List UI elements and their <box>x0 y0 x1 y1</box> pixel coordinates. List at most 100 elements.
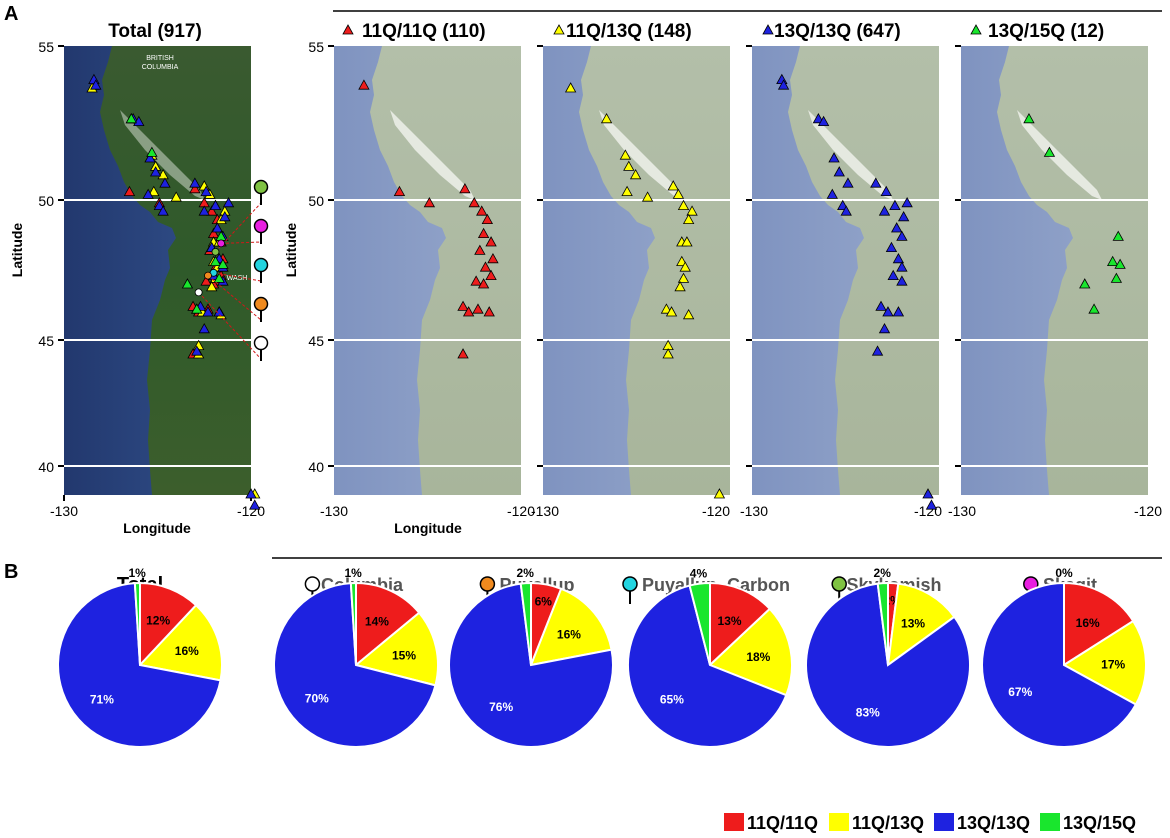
pie-label: 13% <box>718 614 742 628</box>
map-label-british-total: BRITISH <box>146 55 174 62</box>
pie-label: 71% <box>90 693 114 707</box>
data-point-11q-11q <box>477 278 490 289</box>
y-ticks-13q-15q <box>955 45 961 467</box>
data-point-13q-15q <box>1088 303 1100 314</box>
panel-label-a: A <box>4 3 18 25</box>
pie-slice-13q-15q <box>876 581 889 666</box>
map-land-total <box>100 46 251 495</box>
pie-label: 76% <box>489 700 513 714</box>
data-point-11q-11q <box>468 196 480 208</box>
pie-slice-11q-13q <box>1062 619 1147 706</box>
data-point-13q-13q <box>826 188 838 199</box>
data-point-13q-13q <box>880 185 892 197</box>
pie-label: 15% <box>392 648 416 662</box>
data-point-13q-13q <box>892 306 905 317</box>
data-point-13q-13q <box>249 499 261 510</box>
pie-label: 1% <box>128 566 146 580</box>
legend-label-13q-13q: 13Q/13Q <box>957 813 1030 833</box>
pie-charts: Total(917)12%16%71%1%Columbia(127)14%15%… <box>57 566 1147 748</box>
data-point-13q-13q <box>200 185 212 197</box>
data-point-13q-13q <box>198 205 210 216</box>
data-point-13q-13q <box>897 210 910 222</box>
data-point-11q-11q <box>462 306 475 317</box>
data-point-13q-13q <box>896 230 908 241</box>
x-tick-label-13q-15q-right: -120 <box>1134 503 1162 519</box>
map-land-13q-15q <box>997 46 1148 495</box>
y-tick-label-40: 40 <box>38 459 54 475</box>
pie-slice-13q-13q <box>981 581 1138 748</box>
data-point-13q-15q <box>209 255 222 267</box>
pie-slice-13q-13q <box>57 582 222 748</box>
pie-skagit: Skagit(114)16%17%67%0% <box>981 566 1147 748</box>
title-glyph-11q-13q <box>553 24 565 35</box>
watershed-point-columbia <box>194 288 203 297</box>
data-point-11q-13q <box>600 112 613 124</box>
data-point-11q-13q <box>157 168 169 180</box>
data-point-11q-11q <box>474 244 486 255</box>
map-land-11q-11q <box>370 46 521 495</box>
panel-label-b: B <box>4 561 18 583</box>
pie-label: 70% <box>305 691 329 705</box>
map-snow-13q-13q <box>808 110 893 200</box>
data-point-13q-13q <box>211 222 224 233</box>
watershed-pin-puyallup <box>253 296 269 312</box>
data-point-11q-13q <box>677 199 690 211</box>
x-tick-label-11q-13q-right: -120 <box>702 503 730 519</box>
data-point-13q-13q <box>901 196 913 208</box>
data-point-13q-15q <box>146 146 158 157</box>
pie-label: 16% <box>175 644 199 658</box>
data-point-11q-13q <box>641 191 654 202</box>
map-title-11q-13q: 11Q/13Q (148) <box>566 21 692 42</box>
data-point-11q-11q <box>393 185 406 197</box>
data-point-11q-13q <box>679 261 691 272</box>
pie-slice-13q-13q <box>448 582 614 748</box>
data-point-13q-13q <box>191 345 203 356</box>
data-points-13q-13q <box>762 24 938 510</box>
data-point-13q-15q <box>1110 272 1123 283</box>
watershed-link-columbia <box>198 292 262 360</box>
map-panel-13q-13q: 13Q/13Q (647) -130 -120 <box>740 21 942 519</box>
data-point-11q-11q <box>481 213 494 225</box>
map-panel-11q-11q: 11Q/11Q (110) 55 50 45 40 Latitude Longi… <box>283 21 535 536</box>
data-points-total <box>86 73 261 510</box>
y-tick-label-11q-11q-45: 45 <box>308 333 324 349</box>
legend-swatch-13q-13q <box>934 813 954 831</box>
pie-slice-11q-11q <box>1063 581 1135 667</box>
pie-label: 2% <box>874 566 892 580</box>
watershed-link-skagit <box>221 241 262 244</box>
gridlines-11q-13q <box>543 199 730 467</box>
y-tick-label-11q-11q-55: 55 <box>308 39 324 55</box>
map-title-13q-15q: 13Q/15Q (12) <box>988 21 1104 42</box>
data-points-11q-13q <box>553 24 726 499</box>
map-snow-11q-13q <box>599 110 684 200</box>
pie-label: 0% <box>1055 566 1073 580</box>
pie-slice-11q-11q <box>709 581 772 668</box>
data-point-11q-13q <box>672 188 685 199</box>
map-snow-13q-15q <box>1017 110 1102 200</box>
pie-slice-13q-15q <box>688 581 711 666</box>
data-point-11q-13q <box>665 306 678 317</box>
data-point-13q-13q <box>892 252 905 264</box>
data-point-13q-13q <box>922 488 934 499</box>
data-point-11q-11q <box>487 252 499 264</box>
data-point-11q-13q <box>681 236 693 247</box>
data-point-13q-15q <box>1112 230 1124 241</box>
data-point-11q-13q <box>564 82 577 93</box>
x-tick-label-11q-11q-left: -130 <box>320 503 348 519</box>
data-point-13q-13q <box>153 199 166 211</box>
watershed-link-puyallup-carbon <box>213 272 262 282</box>
data-points-11q-11q <box>342 24 499 359</box>
data-point-13q-13q <box>878 205 891 216</box>
data-point-13q-13q <box>871 345 884 356</box>
data-point-11q-13q <box>170 191 182 202</box>
data-point-11q-11q <box>485 269 497 281</box>
pie-slice-13q-13q <box>627 584 788 748</box>
map-title-11q-11q: 11Q/11Q (110) <box>362 21 486 42</box>
watershed-pin-skagit <box>253 218 269 234</box>
data-point-11q-13q <box>682 213 695 225</box>
y-tick-label-11q-11q-50: 50 <box>308 193 324 209</box>
legend-label-11q-13q: 11Q/13Q <box>852 813 924 833</box>
data-point-11q-11q <box>472 303 484 314</box>
watershed-point-skykomish <box>211 247 220 256</box>
map-label-columbia-total: COLUMBIA <box>142 64 179 71</box>
